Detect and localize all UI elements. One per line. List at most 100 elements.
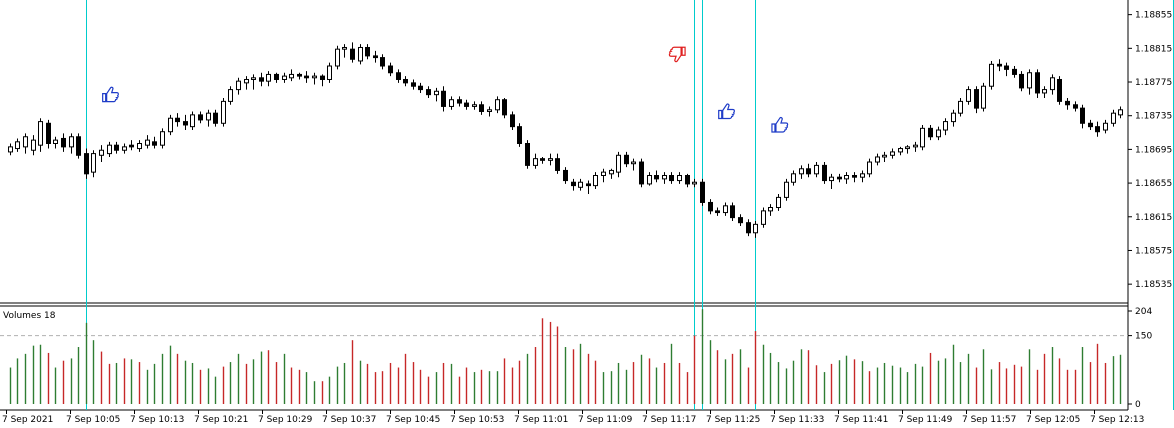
candle xyxy=(616,151,621,178)
candle-body xyxy=(304,75,309,79)
candle-body xyxy=(746,222,751,234)
candle xyxy=(586,180,591,195)
candle-body xyxy=(905,146,910,150)
volume-tick-label: 150 xyxy=(1135,332,1152,342)
candle xyxy=(472,101,477,110)
candle-body xyxy=(936,129,941,138)
candle xyxy=(1095,121,1100,137)
candle-body xyxy=(1088,122,1093,128)
candle-body xyxy=(548,158,553,161)
candle xyxy=(768,204,773,216)
candle xyxy=(53,136,58,149)
candle xyxy=(875,153,880,166)
candle xyxy=(753,220,758,238)
candle xyxy=(152,136,157,149)
candle xyxy=(669,172,674,184)
candle-body xyxy=(571,181,576,187)
candle-body xyxy=(418,85,423,91)
candle-body xyxy=(784,181,789,198)
candle xyxy=(145,135,150,149)
candle-body xyxy=(289,73,294,79)
candle xyxy=(457,96,462,107)
candle xyxy=(1065,98,1070,110)
candle-body xyxy=(1118,109,1123,116)
candle-body xyxy=(1050,77,1055,91)
candle xyxy=(860,170,865,183)
candle xyxy=(593,172,598,189)
candle xyxy=(730,202,735,221)
candle-body xyxy=(335,48,340,67)
candle xyxy=(358,44,363,65)
candle-body xyxy=(365,46,370,57)
candle xyxy=(548,153,553,166)
candle-body xyxy=(251,77,256,80)
candle-body xyxy=(244,78,249,84)
candle xyxy=(464,99,469,110)
candle xyxy=(487,106,492,117)
candle xyxy=(784,178,789,201)
candle xyxy=(289,69,294,82)
candle xyxy=(510,111,515,131)
candle xyxy=(624,151,629,168)
time-tick-label: 7 Sep 10:53 xyxy=(450,415,504,425)
candle xyxy=(502,98,507,119)
candle xyxy=(822,162,827,184)
candle xyxy=(936,126,941,141)
candle-body xyxy=(814,164,819,175)
candle-body xyxy=(358,46,363,62)
candle xyxy=(495,96,500,114)
price-panel-frame xyxy=(0,0,1128,303)
time-tick-label: 7 Sep 11:49 xyxy=(898,415,953,425)
candle xyxy=(1111,109,1116,127)
candle-body xyxy=(495,99,500,111)
candle-body xyxy=(76,136,81,156)
candle xyxy=(380,54,385,70)
candle-body xyxy=(806,168,811,175)
candle-body xyxy=(449,99,454,107)
candle xyxy=(1012,66,1017,78)
price-tick-label: 1.18535 xyxy=(1135,280,1172,290)
candle-body xyxy=(69,136,74,148)
candle-body xyxy=(266,73,271,82)
candle xyxy=(396,69,401,83)
candle xyxy=(852,172,857,183)
candle-body xyxy=(46,122,51,144)
candle-body xyxy=(228,89,233,102)
volume-axis: 204 150 0 xyxy=(1128,307,1152,410)
candle xyxy=(84,148,89,179)
candle xyxy=(76,133,81,159)
candle xyxy=(609,168,614,179)
candle-body xyxy=(898,148,903,153)
candle xyxy=(1004,62,1009,77)
candle-body xyxy=(1035,72,1040,94)
candle xyxy=(236,77,241,95)
candle xyxy=(312,72,317,85)
candle xyxy=(540,156,545,164)
candle-body xyxy=(114,144,119,151)
candle-body xyxy=(966,89,971,102)
candle-body xyxy=(708,201,713,212)
price-tick-label: 1.18695 xyxy=(1135,145,1172,155)
candle-body xyxy=(388,65,393,74)
candle-body xyxy=(510,114,515,128)
candle xyxy=(38,118,43,152)
candle-body xyxy=(38,121,43,146)
candle-body xyxy=(920,127,925,148)
candle-body xyxy=(145,139,150,146)
price-tick-label: 1.18575 xyxy=(1135,246,1172,256)
candle-body xyxy=(99,149,104,156)
candle xyxy=(282,72,287,83)
candle xyxy=(91,150,96,178)
candle-body xyxy=(662,175,667,180)
candle xyxy=(449,96,454,110)
time-tick-label: 7 Sep 11:57 xyxy=(962,415,1016,425)
candle-body xyxy=(654,175,659,180)
signal-icons xyxy=(102,46,789,133)
candle xyxy=(890,148,895,159)
candle-body xyxy=(152,141,157,146)
candle xyxy=(905,145,910,154)
candle xyxy=(685,173,690,188)
candle-body xyxy=(1027,72,1032,89)
